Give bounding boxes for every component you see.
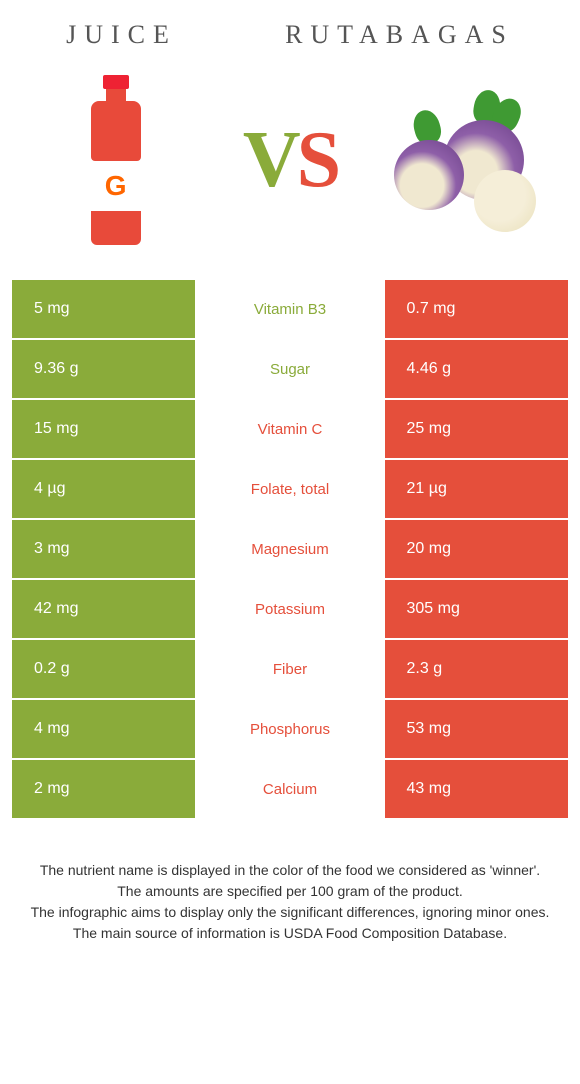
nutrient-label: Phosphorus (195, 700, 384, 758)
left-value: 2 mg (12, 760, 195, 818)
table-row: 5 mgVitamin B30.7 mg (12, 280, 568, 340)
rutabaga-icon (384, 80, 544, 240)
table-row: 15 mgVitamin C25 mg (12, 400, 568, 460)
left-value: 9.36 g (12, 340, 195, 398)
right-value: 21 µg (385, 460, 568, 518)
juice-image: G (36, 70, 196, 250)
right-food-title: Rutabagas (285, 20, 514, 50)
table-row: 42 mgPotassium305 mg (12, 580, 568, 640)
left-value: 15 mg (12, 400, 195, 458)
left-value: 4 µg (12, 460, 195, 518)
vs-v: V (243, 116, 297, 204)
right-value: 305 mg (385, 580, 568, 638)
right-value: 0.7 mg (385, 280, 568, 338)
nutrient-table: 5 mgVitamin B30.7 mg9.36 gSugar4.46 g15 … (12, 280, 568, 820)
table-row: 2 mgCalcium43 mg (12, 760, 568, 820)
right-value: 2.3 g (385, 640, 568, 698)
left-value: 5 mg (12, 280, 195, 338)
bottle-icon: G (91, 75, 141, 245)
vs-label: VS (243, 115, 337, 206)
right-value: 53 mg (385, 700, 568, 758)
right-value: 4.46 g (385, 340, 568, 398)
table-row: 4 mgPhosphorus53 mg (12, 700, 568, 760)
left-food-title: Juice (66, 20, 177, 50)
nutrient-label: Calcium (195, 760, 384, 818)
table-row: 3 mgMagnesium20 mg (12, 520, 568, 580)
nutrient-label: Fiber (195, 640, 384, 698)
nutrient-label: Vitamin B3 (195, 280, 384, 338)
right-value: 43 mg (385, 760, 568, 818)
nutrient-label: Sugar (195, 340, 384, 398)
footer-line: The nutrient name is displayed in the co… (20, 860, 560, 881)
nutrient-label: Folate, total (195, 460, 384, 518)
vs-s: S (297, 116, 338, 204)
left-value: 3 mg (12, 520, 195, 578)
right-value: 25 mg (385, 400, 568, 458)
table-row: 4 µgFolate, total21 µg (12, 460, 568, 520)
table-row: 0.2 gFiber2.3 g (12, 640, 568, 700)
left-value: 42 mg (12, 580, 195, 638)
right-value: 20 mg (385, 520, 568, 578)
left-value: 0.2 g (12, 640, 195, 698)
rutabaga-image (384, 70, 544, 250)
nutrient-label: Vitamin C (195, 400, 384, 458)
table-row: 9.36 gSugar4.46 g (12, 340, 568, 400)
nutrient-label: Potassium (195, 580, 384, 638)
image-row: G VS (12, 60, 568, 260)
nutrient-label: Magnesium (195, 520, 384, 578)
left-value: 4 mg (12, 700, 195, 758)
footer-notes: The nutrient name is displayed in the co… (12, 860, 568, 944)
footer-line: The main source of information is USDA F… (20, 923, 560, 944)
footer-line: The amounts are specified per 100 gram o… (20, 881, 560, 902)
footer-line: The infographic aims to display only the… (20, 902, 560, 923)
header-row: Juice Rutabagas (12, 20, 568, 50)
